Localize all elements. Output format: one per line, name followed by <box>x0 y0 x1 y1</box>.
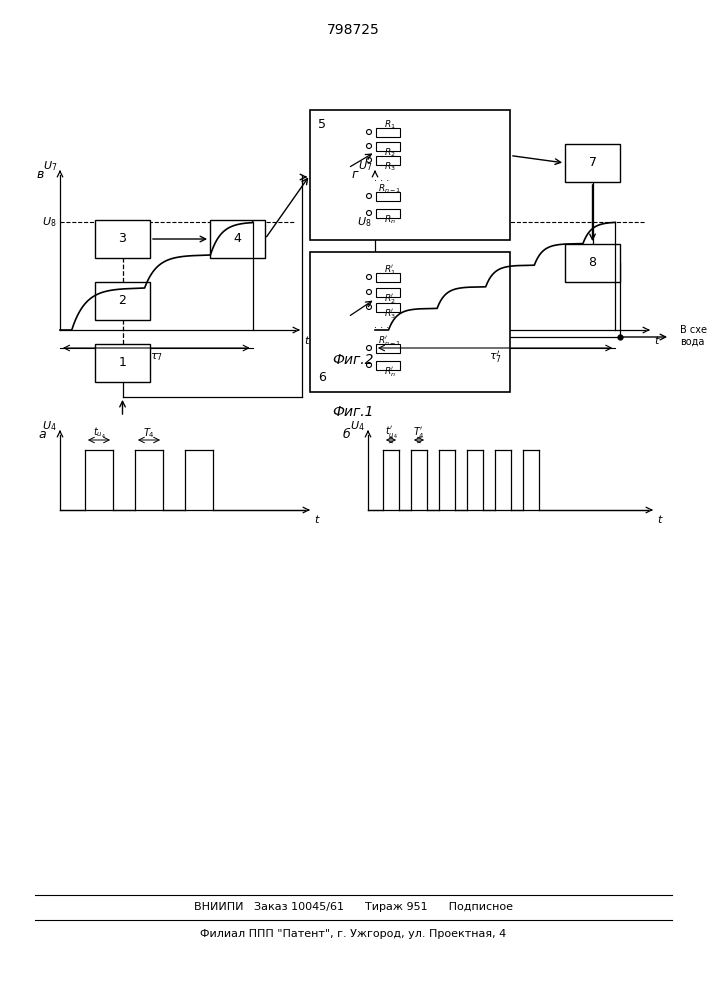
Bar <box>376 192 400 200</box>
Bar <box>376 360 400 369</box>
Text: ВНИИПИ   Заказ 10045/61      Тираж 951      Подписное: ВНИИПИ Заказ 10045/61 Тираж 951 Подписно… <box>194 902 513 912</box>
Bar <box>376 302 400 312</box>
Text: $R_{n-1}'$: $R_{n-1}'$ <box>378 334 402 348</box>
Text: $U_8$: $U_8$ <box>42 215 57 229</box>
Text: б: б <box>342 428 350 442</box>
Text: $U_4$: $U_4$ <box>350 419 365 433</box>
Bar <box>376 127 400 136</box>
Text: Фиг.2: Фиг.2 <box>332 353 374 367</box>
Text: $t$: $t$ <box>314 513 320 525</box>
Text: $R_2'$: $R_2'$ <box>384 292 396 306</box>
Bar <box>376 272 400 282</box>
Text: 6: 6 <box>318 371 326 384</box>
Text: $U_8$: $U_8$ <box>358 215 372 229</box>
Text: $U_7$: $U_7$ <box>42 159 57 173</box>
Bar <box>210 220 265 258</box>
Bar <box>565 244 620 282</box>
Text: a: a <box>38 428 46 442</box>
Text: $R_2$: $R_2$ <box>384 147 396 159</box>
Text: $t$: $t$ <box>654 334 660 346</box>
Bar <box>376 209 400 218</box>
Bar <box>376 141 400 150</box>
Text: $R_3'$: $R_3'$ <box>384 307 396 321</box>
Text: $t$: $t$ <box>657 513 663 525</box>
Text: $R_3$: $R_3$ <box>384 161 396 173</box>
Text: . . .: . . . <box>375 173 390 183</box>
Text: в: в <box>36 168 44 182</box>
Bar <box>376 288 400 296</box>
Text: $T_4'$: $T_4'$ <box>413 426 425 440</box>
Text: . . .: . . . <box>375 320 390 330</box>
Text: 8: 8 <box>588 256 597 269</box>
Bar <box>310 110 510 240</box>
Text: вода: вода <box>680 337 704 347</box>
Text: В схему при-: В схему при- <box>680 325 707 335</box>
Text: $\tau_7$: $\tau_7$ <box>150 351 163 363</box>
Text: 1: 1 <box>119 357 127 369</box>
Text: $R_n'$: $R_n'$ <box>384 365 396 379</box>
Text: $\tau_7'$: $\tau_7'$ <box>489 349 502 365</box>
Text: $R_n$: $R_n$ <box>384 214 396 226</box>
Text: 4: 4 <box>233 232 241 245</box>
Bar <box>310 252 510 392</box>
Text: 2: 2 <box>119 294 127 308</box>
Bar <box>376 344 400 353</box>
Text: 5: 5 <box>318 118 326 131</box>
Text: $U_7$: $U_7$ <box>358 159 372 173</box>
Text: $T_4$: $T_4$ <box>143 426 155 440</box>
Text: $t_{u_4}$: $t_{u_4}$ <box>93 425 105 441</box>
Text: $t_{u_4}'$: $t_{u_4}'$ <box>385 425 397 441</box>
Text: $t$: $t$ <box>303 334 310 346</box>
Text: $R_{n-1}$: $R_{n-1}$ <box>378 183 402 195</box>
Bar <box>376 155 400 164</box>
Bar <box>95 220 150 258</box>
Text: Филиал ППП "Патент", г. Ужгород, ул. Проектная, 4: Филиал ППП "Патент", г. Ужгород, ул. Про… <box>200 929 506 939</box>
Text: г: г <box>351 168 358 182</box>
Bar <box>95 282 150 320</box>
Text: 3: 3 <box>119 232 127 245</box>
Text: $U_4$: $U_4$ <box>42 419 57 433</box>
Bar <box>565 144 620 182</box>
Text: $R_1'$: $R_1'$ <box>384 263 396 277</box>
Text: Фиг.1: Фиг.1 <box>332 405 374 419</box>
Bar <box>95 344 150 382</box>
Text: 7: 7 <box>588 156 597 169</box>
Text: $R_1$: $R_1$ <box>384 119 396 131</box>
Text: 798725: 798725 <box>327 23 380 37</box>
